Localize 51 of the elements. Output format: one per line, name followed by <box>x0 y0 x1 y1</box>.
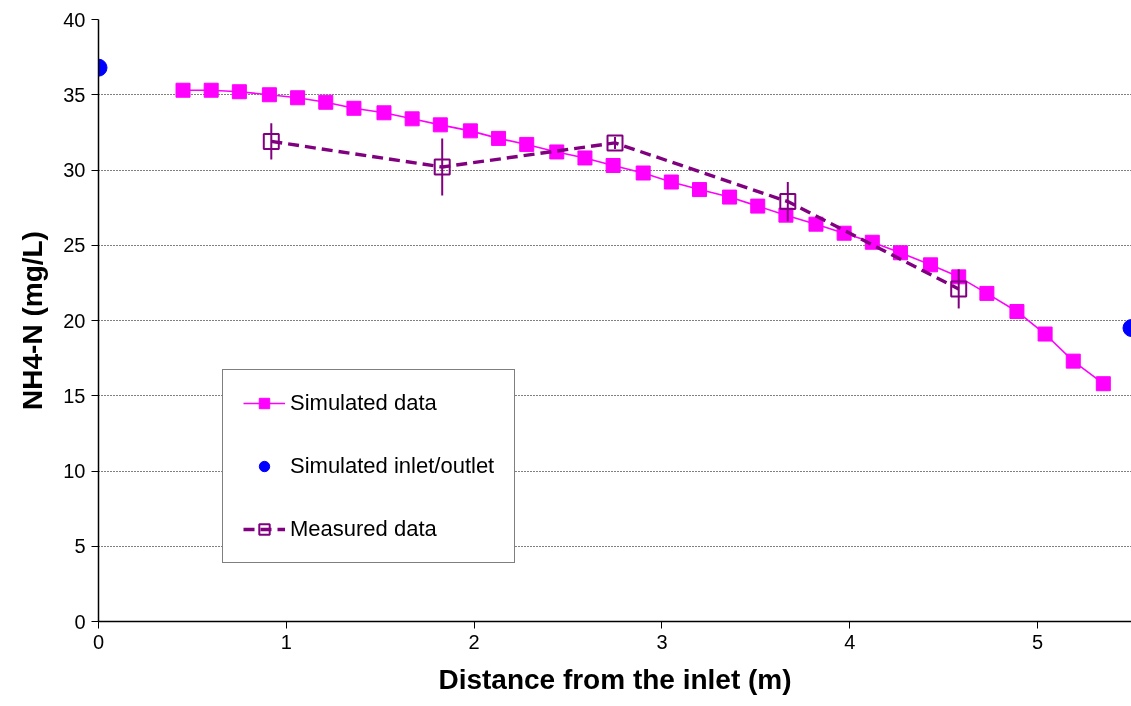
point <box>290 90 306 106</box>
point <box>346 100 362 116</box>
point <box>577 150 593 166</box>
x-tick-label: 2 <box>468 630 480 653</box>
point <box>979 285 995 301</box>
point <box>376 105 392 121</box>
legend-label: Measured data <box>290 516 437 542</box>
point <box>519 136 535 152</box>
x-tick-label: 3 <box>656 630 668 653</box>
x-tick-label: 4 <box>844 630 856 653</box>
point <box>635 165 651 181</box>
x-tick-label: 0 <box>92 630 105 653</box>
y-tick-label: 10 <box>63 460 86 482</box>
y-tick-label: 0 <box>74 610 86 633</box>
point <box>722 189 738 205</box>
point <box>1095 376 1111 392</box>
point <box>462 123 478 139</box>
point <box>432 117 448 133</box>
point <box>231 84 247 100</box>
x-axis-title: Distance from the inlet (m) <box>438 663 792 695</box>
legend-label: Simulated data <box>290 390 437 416</box>
point <box>175 82 191 98</box>
legend-label: Simulated inlet/outlet <box>290 453 495 479</box>
y-tick-label: 35 <box>63 83 86 106</box>
point <box>203 82 219 98</box>
point <box>1009 303 1025 319</box>
point <box>318 94 334 110</box>
y-tick-label: 25 <box>63 234 86 257</box>
y-tick-label: 15 <box>63 384 86 407</box>
y-tick-label: 30 <box>63 159 86 181</box>
point <box>1065 353 1081 369</box>
point <box>433 158 451 176</box>
y-axis-title: NH4-N (mg/L) <box>17 231 49 410</box>
y-tick-label: 5 <box>74 535 86 558</box>
point <box>692 182 708 198</box>
x-tick-label: 1 <box>280 630 292 653</box>
point <box>779 193 797 211</box>
point <box>262 132 280 150</box>
point <box>261 87 277 103</box>
point <box>1037 326 1053 342</box>
point <box>750 198 766 214</box>
point <box>605 157 621 173</box>
y-tick-label: 20 <box>63 309 86 332</box>
point <box>950 280 968 298</box>
x-tick-label: 5 <box>1032 630 1044 653</box>
point <box>404 111 420 127</box>
point <box>923 257 939 273</box>
point <box>606 134 624 152</box>
y-tick-label: 40 <box>63 8 86 31</box>
point <box>663 174 679 190</box>
point <box>491 130 507 146</box>
